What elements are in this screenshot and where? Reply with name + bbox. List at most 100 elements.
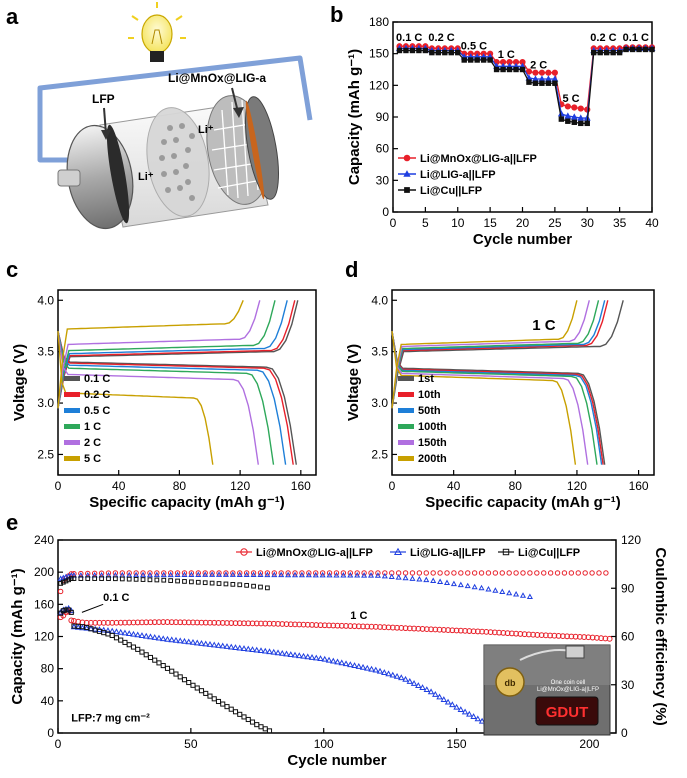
- capacity-point: [151, 634, 158, 640]
- ce-point: [202, 571, 209, 577]
- capacity-point: [198, 688, 205, 694]
- capacity-point: [385, 670, 392, 677]
- capacity-point: [474, 628, 481, 635]
- capacity-point: [63, 607, 69, 613]
- capacity-point: [113, 628, 120, 635]
- capacity-point: [291, 651, 299, 658]
- discharge-curve: [391, 330, 603, 465]
- capacity-point: [547, 632, 554, 639]
- capacity-point: [227, 643, 235, 650]
- capacity-point: [419, 626, 426, 632]
- capacity-point: [117, 619, 124, 626]
- data-point: [578, 120, 584, 127]
- capacity-point: [240, 645, 248, 651]
- capacity-point: [79, 624, 86, 631]
- ce-point: [112, 570, 119, 576]
- y2-tick-label: 0: [621, 726, 628, 740]
- data-point: [539, 80, 545, 86]
- ce-point: [347, 570, 353, 576]
- capacity-point: [219, 642, 226, 649]
- data-point: [597, 49, 603, 56]
- data-point: [584, 120, 590, 127]
- data-point: [545, 69, 552, 76]
- capacity-point: [419, 684, 426, 691]
- cathode-pointer: [103, 107, 107, 135]
- ce-point: [60, 579, 66, 585]
- capacity-point: [224, 620, 230, 626]
- capacity-point: [266, 620, 273, 627]
- capacity-point: [351, 623, 358, 630]
- plot-frame: [57, 289, 317, 476]
- ce-point: [71, 576, 77, 581]
- ce-point: [264, 570, 271, 576]
- capacity-point: [88, 619, 94, 626]
- capacity-point: [343, 623, 349, 629]
- data-point: [571, 104, 578, 111]
- capacity-point: [513, 630, 519, 637]
- ce-point: [146, 571, 153, 578]
- capacity-point: [156, 660, 162, 666]
- ce-point: [471, 570, 478, 576]
- data-point: [577, 105, 584, 112]
- rate-label: 2 C: [530, 59, 547, 71]
- capacity-point: [376, 667, 384, 674]
- data-point: [409, 47, 416, 54]
- capacity-point: [321, 622, 328, 629]
- capacity-point: [203, 690, 209, 696]
- ce-point: [575, 570, 581, 576]
- capacity-point: [449, 701, 456, 708]
- ce-point: [443, 579, 451, 586]
- bulb-glow-icon: [128, 2, 186, 39]
- legend-swatch: [398, 424, 414, 429]
- x-tick-label: 120: [567, 479, 587, 493]
- ce-point: [215, 571, 223, 577]
- legend-label: 0.5 C: [84, 405, 110, 417]
- y-tick-label: 2.5: [371, 447, 388, 461]
- capacity-point: [241, 714, 247, 720]
- panel-label-c: c: [6, 257, 18, 282]
- ce-point: [596, 570, 602, 576]
- legend-swatch-marker: [403, 170, 411, 177]
- capacity-point: [300, 621, 307, 628]
- charge-curve: [57, 300, 276, 409]
- capacity-point: [266, 728, 273, 734]
- capacity-point: [330, 622, 337, 629]
- ce-point: [450, 580, 457, 587]
- discharge-curve: [57, 330, 294, 465]
- ce-point: [367, 572, 375, 578]
- capacity-point: [253, 646, 261, 653]
- capacity-point: [262, 647, 269, 654]
- capacity-point: [436, 626, 443, 633]
- x-axis-label: Specific capacity (mAh g⁻¹): [425, 494, 620, 511]
- ce-point: [99, 576, 104, 581]
- ce-point: [402, 570, 409, 576]
- capacity-point: [444, 698, 452, 705]
- x-tick-label: 120: [230, 479, 250, 493]
- y-tick-label: 0: [47, 726, 54, 740]
- capacity-point: [241, 620, 247, 627]
- capacity-point: [232, 620, 239, 627]
- legend-label: Li@LIG-a||LFP: [420, 169, 496, 181]
- capacity-point: [206, 641, 214, 647]
- y-tick-label: 90: [376, 110, 390, 124]
- capacity-point: [372, 666, 380, 673]
- ce-point: [167, 571, 174, 578]
- series-line: [399, 47, 652, 119]
- ce-point: [333, 571, 340, 578]
- capacity-point: [576, 633, 583, 640]
- capacity-point: [287, 621, 294, 628]
- data-point: [616, 49, 623, 56]
- capacity-point: [338, 659, 346, 666]
- data-point: [551, 69, 558, 76]
- capacity-point: [432, 626, 439, 633]
- capacity-point: [410, 680, 418, 686]
- y-tick-label: 3.0: [371, 396, 388, 410]
- separator-pores: [159, 123, 195, 201]
- data-point: [396, 47, 403, 54]
- capacity-point: [364, 623, 371, 630]
- annotation-arrow: [81, 603, 104, 613]
- capacity-point: [254, 722, 260, 728]
- rate-annotation: 1 C: [532, 317, 556, 334]
- capacity-point: [74, 623, 82, 630]
- ce-point: [603, 570, 609, 576]
